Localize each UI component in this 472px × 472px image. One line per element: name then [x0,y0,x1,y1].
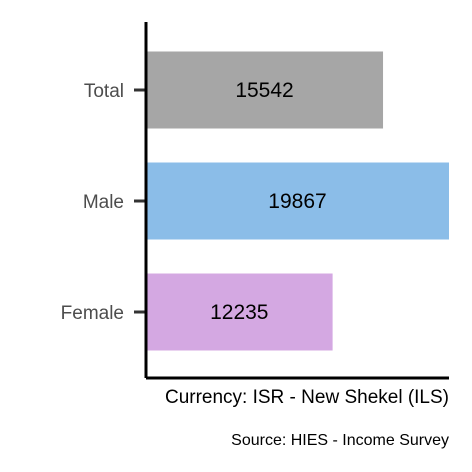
source-caption: Source: HIES - Income Survey [231,432,449,449]
bar-value-label-total: 15542 [235,79,293,102]
y-tick-label-total: Total [84,81,124,102]
bar-male [146,162,449,240]
bar-value-label-male: 19867 [268,190,326,213]
x-axis-title: Currency: ISR - New Shekel (ILS) [165,387,449,408]
bar-total [146,51,384,129]
y-tick-label-male: Male [83,192,124,213]
y-tick-label-female: Female [61,303,124,324]
bar-value-label-female: 12235 [210,301,268,324]
bar-female [146,273,333,351]
bars-group [146,51,449,351]
bar-labels-group: 15542 19867 12235 [210,79,327,324]
y-axis-ticks: Total Male Female [61,81,146,324]
